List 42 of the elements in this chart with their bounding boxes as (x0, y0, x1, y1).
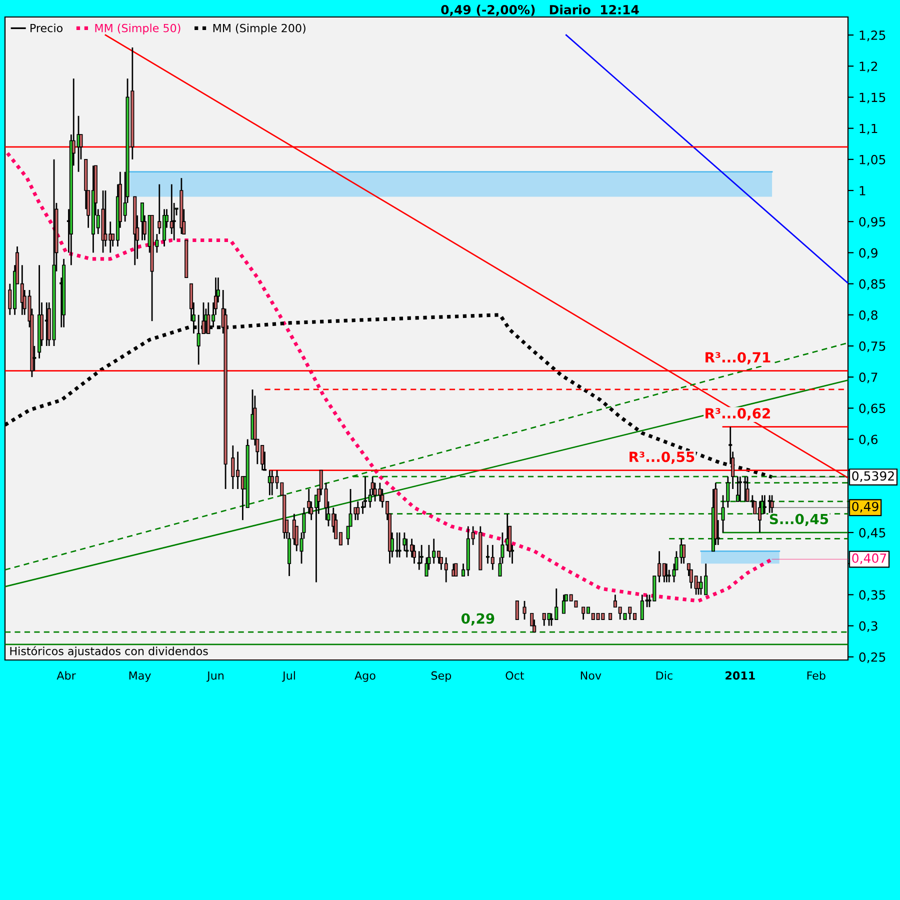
x-tick-label: Oct (506, 671, 524, 680)
x-tick-label: Jul (282, 671, 295, 682)
x-tick-label: Dic (656, 671, 672, 680)
y-tick-label: 0,45 (859, 528, 886, 539)
y-tick-label: 0,95 (859, 217, 886, 228)
y-tick-label: 1,05 (860, 154, 886, 166)
y-tick-label: 1,15 (860, 92, 886, 104)
y-tick-label: 1 (860, 186, 866, 196)
chart-title: 0,49 (-2,00%) Diario 12:14 (441, 4, 639, 16)
x-tick-label: Sep (431, 671, 452, 682)
x-tick-label: Feb (807, 671, 826, 680)
y-tick-label: 0,9 (859, 248, 878, 259)
x-tick-label: Nov (580, 671, 602, 680)
x-tick-label: Jun (206, 671, 224, 682)
y-tick-label: 0,35 (859, 590, 886, 601)
y-tick-label: 0,7 (859, 372, 878, 384)
y-tick-label: 0,3 (859, 621, 878, 632)
annotation: 0,49 (852, 502, 878, 513)
y-tick-label: 1,25 (860, 30, 886, 42)
annotation: 0,407 (852, 553, 886, 564)
y-tick-label: 0,75 (859, 341, 886, 352)
annotation: 0,29 (461, 613, 494, 626)
y-tick-label: 1,2 (860, 62, 878, 72)
x-tick-label: Ago (354, 671, 376, 682)
annotation: R³...0,71 (706, 352, 770, 364)
y-tick-label: 0,25 (859, 652, 886, 664)
annotation: 0,5392 (852, 471, 894, 482)
y-tick-label: 0,8 (859, 310, 878, 322)
annotation: S...0,45 (770, 514, 828, 526)
annotation: Históricos ajustados con dividendos (10, 646, 208, 658)
y-tick-label: 0,6 (859, 434, 878, 446)
legend-label: MM (Simple 50) (95, 24, 180, 34)
annotation: R³...0,62 (706, 408, 770, 420)
legend-label: Precio (30, 24, 62, 32)
x-tick-label: Abr (56, 671, 76, 680)
y-tick-label: 1,1 (860, 124, 878, 135)
annotation: R³...0,55 (630, 452, 694, 464)
x-tick-label: 2011 (726, 671, 755, 680)
y-tick-label: 0,85 (859, 279, 886, 290)
legend-label: MM (Simple 200) (213, 24, 306, 34)
y-tick-label: 0,65 (859, 404, 886, 414)
x-tick-label: May (129, 671, 151, 682)
